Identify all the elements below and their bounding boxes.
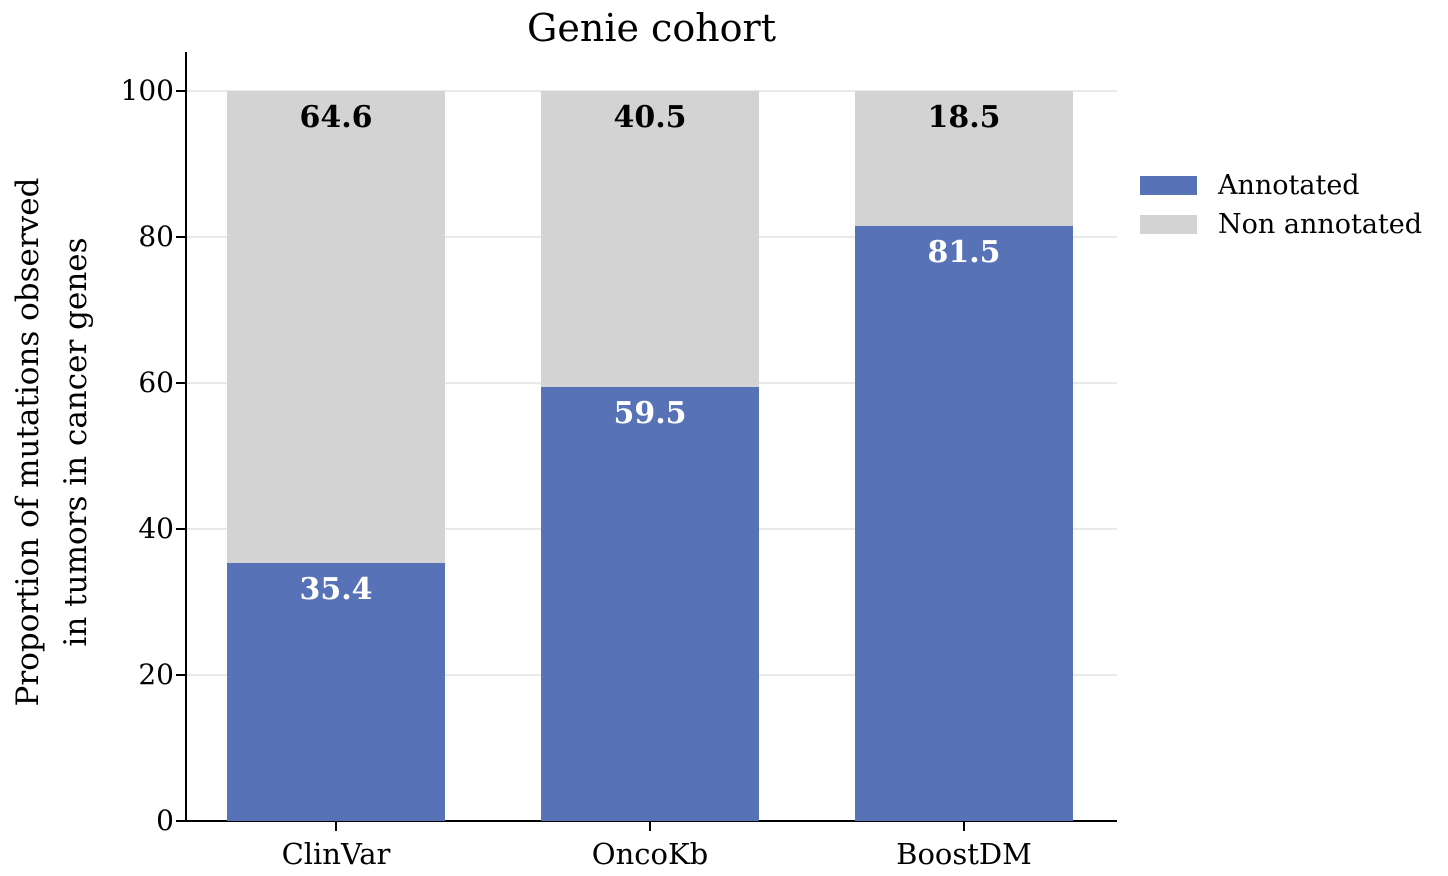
y-tick-label-0: 0 [156,804,174,837]
y-tick-label-40: 40 [138,512,174,545]
y-tick-mark-60 [175,382,185,384]
y-tick-mark-20 [175,674,185,676]
y-tick-mark-100 [175,90,185,92]
bar-value-label-boostdm-0: 81.5 [927,235,1001,271]
y-tick-mark-0 [175,820,185,822]
y-tick-label-80: 80 [138,220,174,253]
y-axis-label-line2: in tumors in cancer genes [58,237,94,647]
bar-clinvar-annotated [227,562,445,821]
legend-swatch-non-annotated [1140,215,1197,234]
x-tick-mark-boostdm [963,822,965,832]
x-tick-mark-oncokb [649,822,651,832]
x-tick-mark-clinvar [335,822,337,832]
y-axis-spine [184,52,188,823]
bar-value-label-oncokb-1: 40.5 [613,100,687,135]
bar-oncokb-annotated [541,386,759,821]
x-tick-label-oncokb: OncoKb [591,837,709,871]
legend-item-non-annotated: Non annotated [1140,205,1422,244]
bar-value-label-boostdm-1: 18.5 [927,100,1001,135]
y-tick-label-20: 20 [138,658,174,691]
legend-item-annotated: Annotated [1140,166,1422,205]
y-axis-label: Proportion of mutations observed in tumo… [4,178,100,707]
bar-value-label-clinvar-0: 35.4 [299,571,373,607]
y-tick-label-60: 60 [138,366,174,399]
legend: Annotated Non annotated [1140,166,1422,244]
y-tick-label-100: 100 [120,74,174,107]
bar-oncokb-non-annotated [541,91,759,387]
x-tick-label-clinvar: ClinVar [281,837,391,871]
bar-value-label-clinvar-1: 64.6 [299,100,373,135]
x-axis-spine [184,819,1117,823]
y-axis-label-line1: Proportion of mutations observed [10,177,46,707]
x-tick-label-boostdm: BoostDM [896,837,1032,871]
chart-title: Genie cohort [527,6,776,50]
legend-label-annotated: Annotated [1218,170,1360,201]
legend-label-non-annotated: Non annotated [1218,209,1423,240]
bar-clinvar-non-annotated [227,91,445,563]
bar-boostdm-annotated [855,226,1073,821]
legend-swatch-annotated [1140,176,1197,195]
y-tick-mark-40 [175,528,185,530]
y-tick-mark-80 [175,236,185,238]
bar-boostdm-non-annotated [855,91,1073,227]
bar-value-label-oncokb-0: 59.5 [613,395,687,431]
